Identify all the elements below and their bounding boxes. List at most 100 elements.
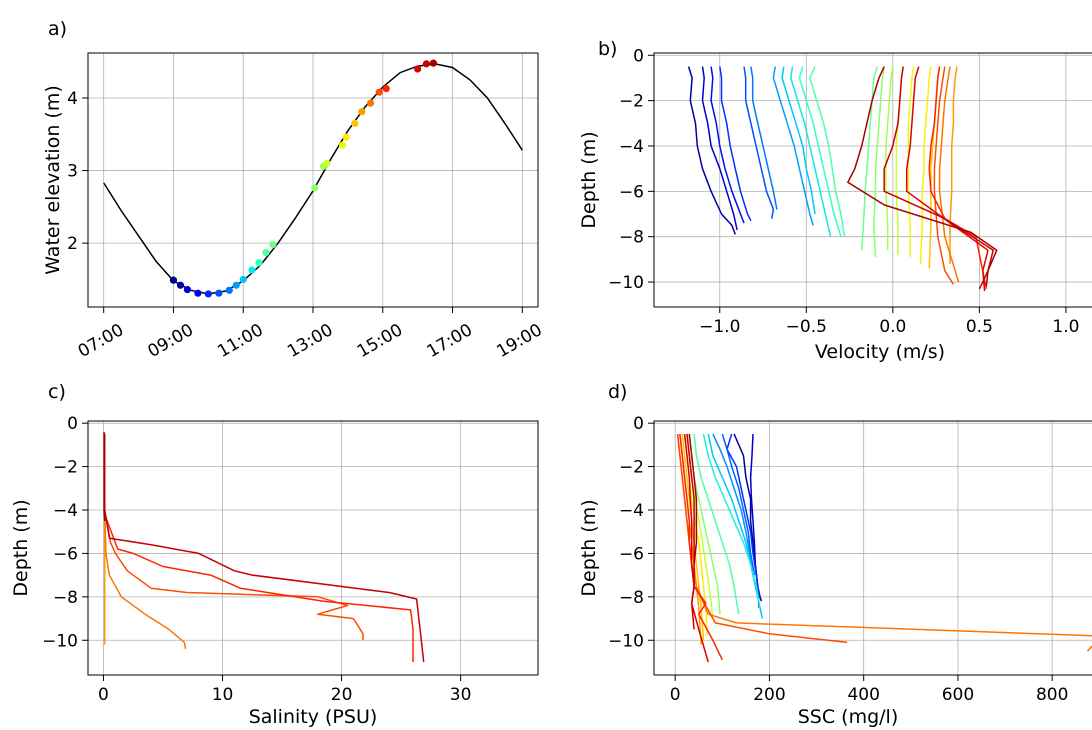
profile-line: [679, 433, 723, 661]
sample-point: [342, 133, 350, 141]
x-tick-label: 11:00: [214, 320, 266, 362]
profile-line: [701, 66, 738, 231]
y-tick-label: 0: [67, 414, 78, 434]
profile-line: [928, 66, 988, 290]
x-tick-label: 600: [942, 685, 974, 705]
panel-d-frame: [653, 420, 1092, 676]
y-tick-label: −6: [619, 544, 644, 564]
y-tick-label: −10: [608, 631, 644, 651]
panel-c-xlabel: Salinity (PSU): [249, 706, 378, 728]
x-tick-label: −0.5: [786, 317, 827, 337]
panel-c-frame: [87, 420, 539, 676]
profile-line: [686, 433, 695, 630]
profile-line: [885, 66, 894, 251]
panel-d-xlabel: SSC (mg/l): [798, 706, 899, 728]
profile-line: [772, 66, 814, 226]
x-tick-label: 10: [212, 685, 234, 705]
profile-line: [938, 66, 960, 283]
y-tick-label: −6: [53, 544, 78, 564]
panel-c-ylabel: Depth (m): [10, 499, 32, 596]
profile-line: [719, 66, 752, 222]
x-tick-label: 13:00: [284, 320, 336, 362]
profile-line: [907, 66, 915, 258]
sample-point: [248, 266, 256, 274]
sample-point: [382, 84, 390, 93]
profile-line: [809, 66, 846, 237]
profile-line: [721, 433, 756, 576]
y-tick-label: −8: [619, 588, 644, 608]
panel-d-ylabel: Depth (m): [578, 499, 600, 596]
y-tick-label: −4: [619, 137, 644, 157]
x-tick-label: 0: [98, 685, 109, 705]
panel-c-label: c): [48, 381, 66, 403]
sample-point: [269, 240, 277, 249]
profile-line: [683, 433, 709, 663]
sample-point: [215, 289, 223, 297]
profile-line: [710, 66, 745, 224]
sample-point: [366, 99, 375, 107]
panel-b-label: b): [598, 38, 617, 60]
profile-line: [103, 434, 425, 663]
y-tick-label: 4: [67, 89, 78, 109]
y-tick-label: 0: [633, 414, 644, 434]
y-tick-label: −10: [608, 273, 644, 293]
y-tick-label: 0: [633, 46, 644, 66]
profile-line: [743, 66, 775, 219]
profile-line: [693, 433, 740, 615]
panel-d: d) 0 200 400 600 800 0 −2 −4 −6 −8 −10 Depth (m) S…: [578, 381, 1092, 728]
y-tick-label: 2: [67, 234, 78, 254]
x-tick-label: 09:00: [145, 320, 197, 362]
x-tick-label: 19:00: [493, 320, 545, 362]
y-tick-label: −10: [42, 631, 78, 651]
profile-line: [919, 66, 932, 264]
sample-point: [323, 159, 331, 167]
sample-point: [232, 281, 240, 289]
sample-point: [169, 276, 178, 284]
panel-a-ylabel: Water elevation (m): [42, 85, 64, 275]
x-tick-label: 17:00: [424, 320, 476, 362]
y-tick-label: −6: [619, 182, 644, 202]
sample-point: [183, 285, 192, 294]
profile-line: [933, 66, 955, 285]
profile-line: [860, 66, 879, 251]
profile-line: [688, 433, 698, 565]
sample-point: [429, 59, 437, 67]
x-tick-label: 0.5: [966, 317, 993, 337]
y-tick-label: −4: [53, 501, 78, 521]
sample-point: [204, 290, 212, 298]
x-tick-label: 800: [1036, 685, 1068, 705]
profile-line: [873, 66, 885, 258]
profile-line: [103, 434, 187, 650]
y-tick-label: −2: [619, 92, 644, 112]
sample-point: [311, 184, 319, 192]
x-tick-label: −1.0: [699, 317, 740, 337]
sample-point: [255, 259, 263, 267]
profile-line: [883, 66, 994, 290]
panel-d-label: d): [608, 381, 627, 403]
y-tick-label: −8: [53, 588, 78, 608]
profile-line: [103, 431, 106, 521]
y-tick-label: −4: [619, 501, 644, 521]
sample-point: [339, 141, 347, 149]
profile-line: [676, 433, 848, 644]
profile-line: [103, 434, 414, 662]
profile-line: [103, 434, 364, 641]
profile-line: [750, 66, 778, 210]
profile-line: [789, 66, 832, 237]
x-tick-label: 1.0: [1052, 317, 1079, 337]
profile-line: [702, 433, 761, 608]
y-tick-label: −2: [619, 458, 644, 478]
x-tick-label: 0: [670, 685, 681, 705]
profile-line: [781, 66, 816, 215]
panel-b-frame: [653, 52, 1092, 308]
panel-b-ylabel: Depth (m): [578, 131, 600, 228]
panel-b-xlabel: Velocity (m/s): [815, 341, 945, 363]
sample-point: [351, 119, 359, 127]
x-tick-label: 15:00: [354, 320, 406, 362]
sample-point: [194, 289, 202, 297]
sample-point: [225, 286, 233, 294]
x-tick-label: 200: [753, 685, 785, 705]
profile-line: [949, 66, 958, 264]
y-tick-label: −8: [619, 228, 644, 248]
